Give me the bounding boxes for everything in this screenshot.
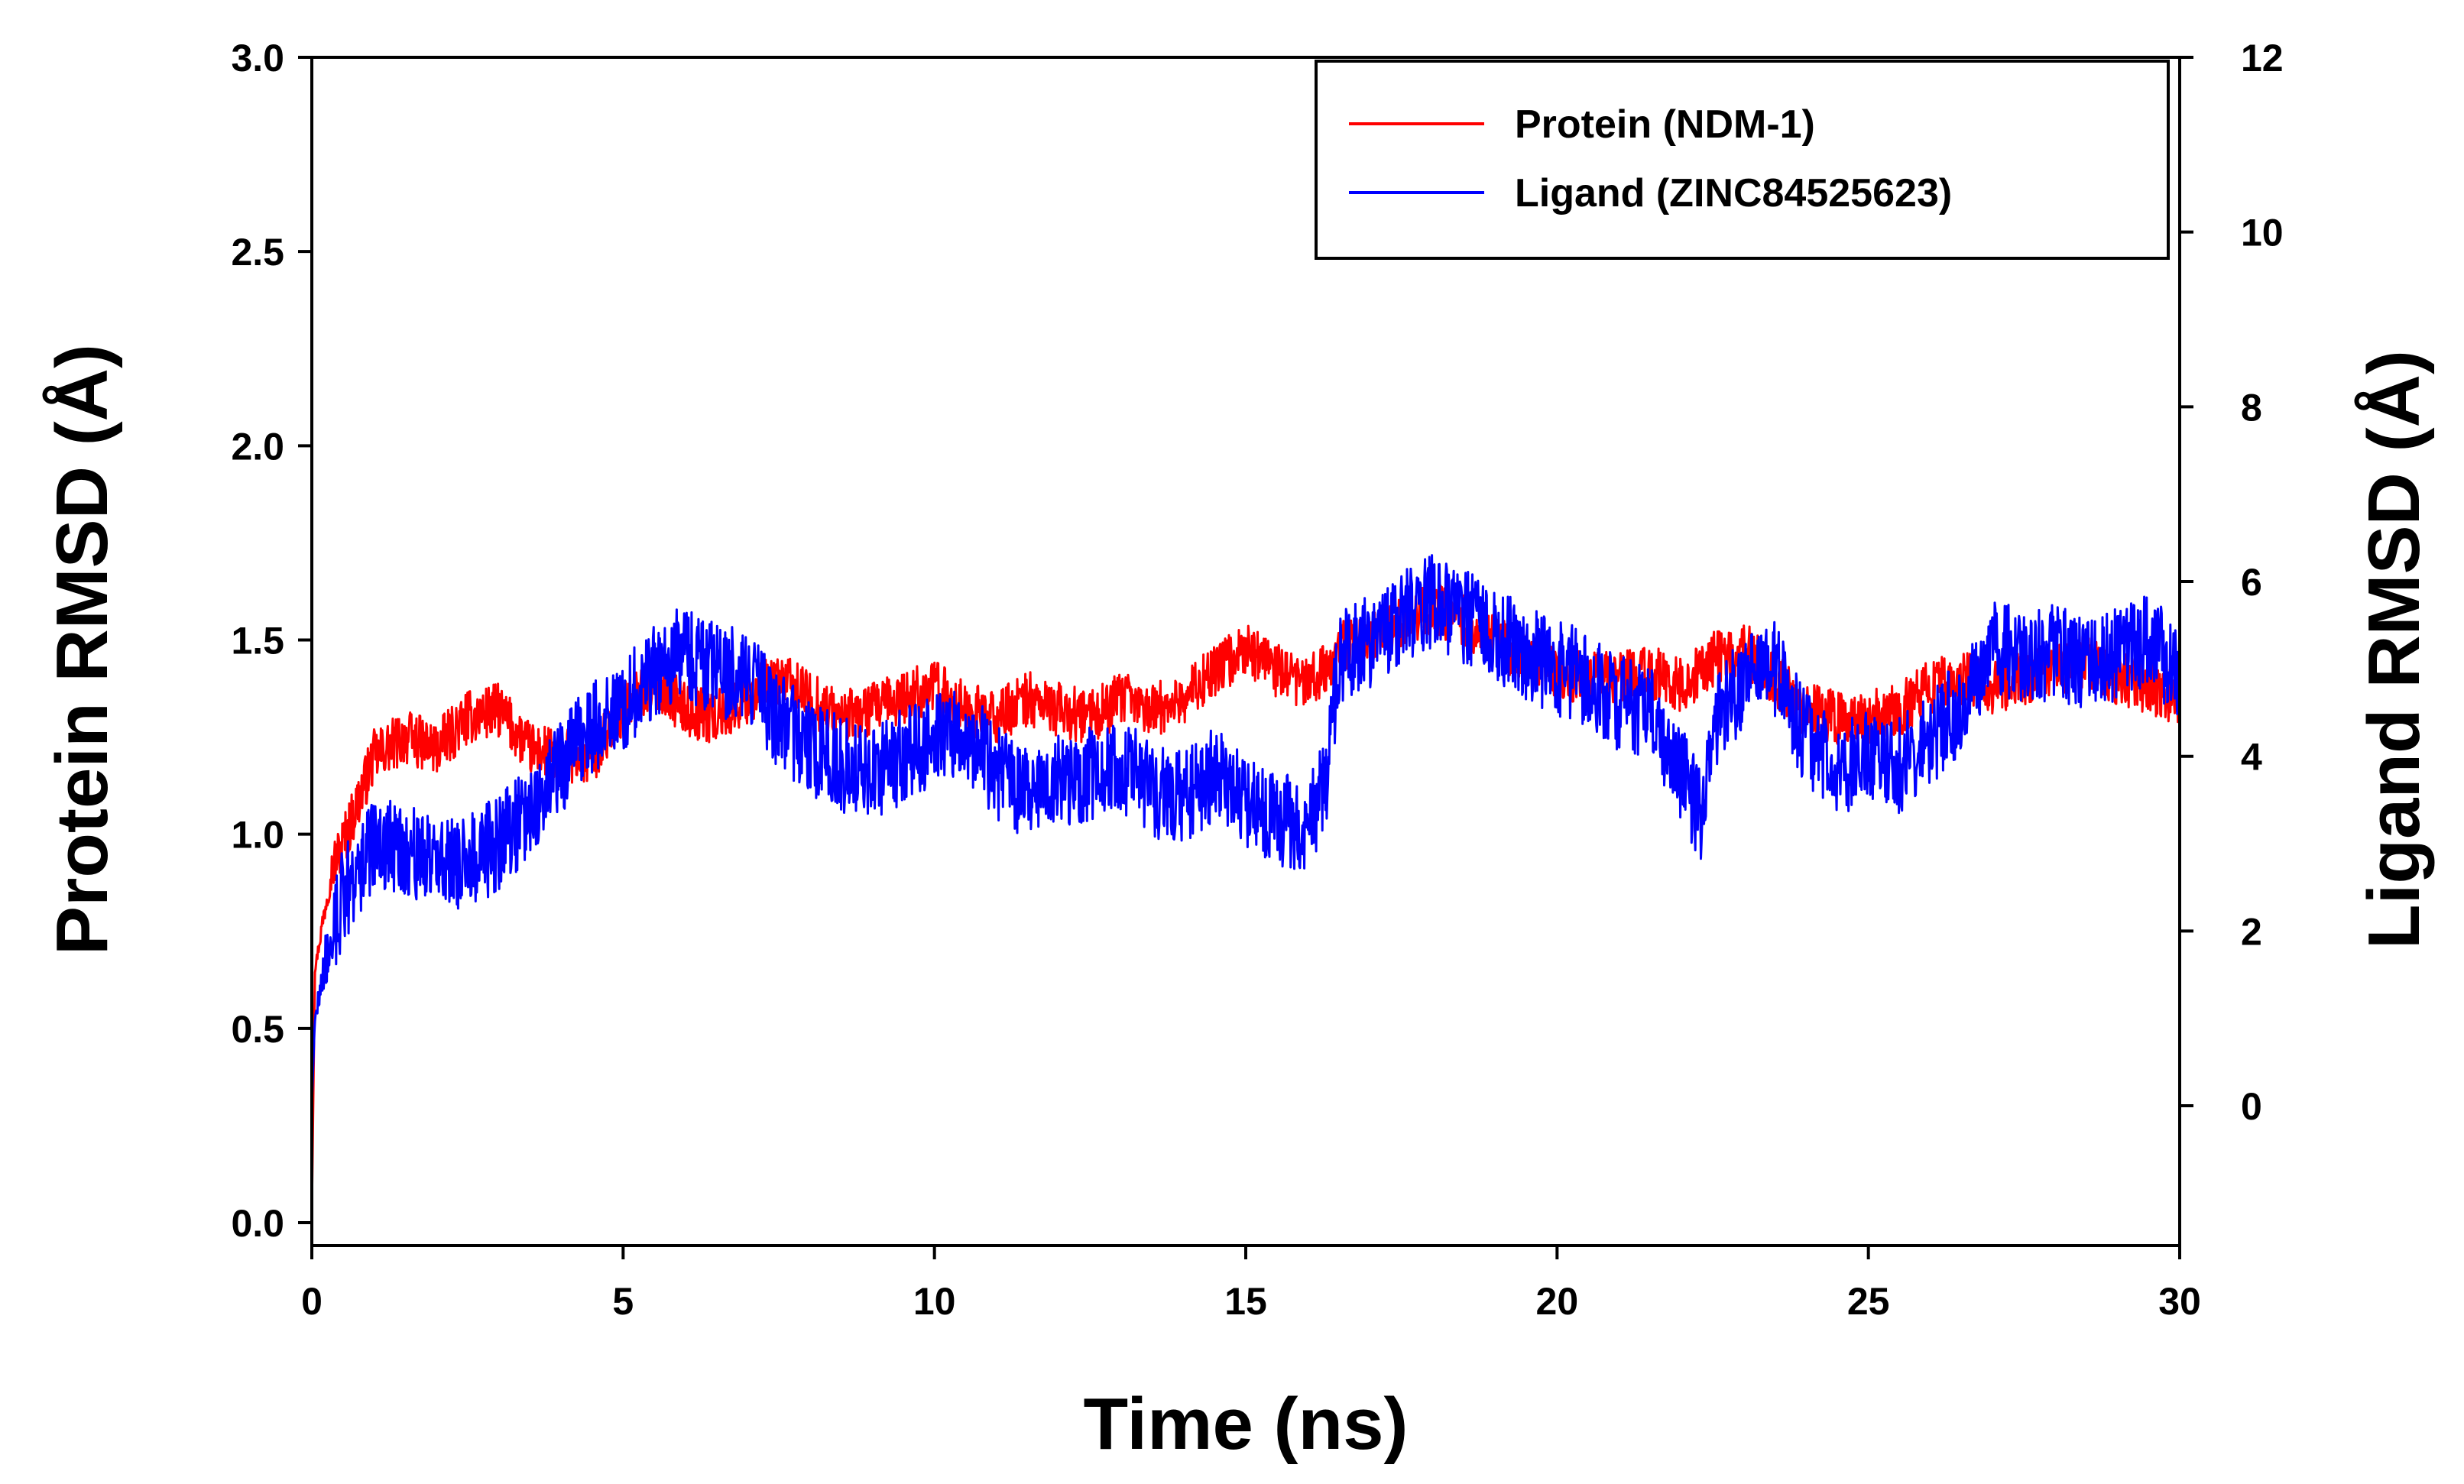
legend-label-protein: Protein (NDM-1) xyxy=(1515,102,1815,147)
x-tick-label: 0 xyxy=(301,1280,323,1323)
x-tick-label: 20 xyxy=(1536,1280,1579,1323)
y-tick-label: 1.0 xyxy=(231,814,284,857)
y2-tick-label: 6 xyxy=(2241,561,2262,604)
x-tick-label: 30 xyxy=(2158,1280,2201,1323)
y-axis-right-ticks: 0 2 4 6 8 10 12 xyxy=(2180,37,2284,1128)
y-axis-left-ticks: 0.0 0.5 1.0 1.5 2.0 2.5 3.0 xyxy=(231,37,312,1245)
series-line-ligand-zinc84525623 xyxy=(310,554,2181,1107)
y2-tick-label: 8 xyxy=(2241,386,2262,429)
x-tick-label: 5 xyxy=(612,1280,634,1323)
x-tick-label: 15 xyxy=(1224,1280,1267,1323)
y2-tick-label: 10 xyxy=(2241,212,2284,254)
y-axis-left-title: Protein RMSD (Å) xyxy=(41,344,123,955)
x-axis-ticks: 0 5 10 15 20 25 30 xyxy=(301,1246,2201,1323)
legend: Protein (NDM-1) Ligand (ZINC84525623) xyxy=(1315,60,2170,260)
y-axis-right-title: Ligand RMSD (Å) xyxy=(2353,350,2435,949)
legend-box xyxy=(1315,60,2170,260)
plot-lines xyxy=(310,554,2181,1215)
x-tick-label: 10 xyxy=(913,1280,956,1323)
y-tick-label: 2.5 xyxy=(231,231,284,274)
x-axis-title: Time (ns) xyxy=(1084,1383,1409,1465)
y2-tick-label: 12 xyxy=(2241,37,2284,79)
y-tick-label: 1.5 xyxy=(231,620,284,663)
y2-tick-label: 2 xyxy=(2241,910,2262,953)
y-tick-label: 0.0 xyxy=(231,1202,284,1245)
y2-tick-label: 0 xyxy=(2241,1085,2262,1128)
y2-tick-label: 4 xyxy=(2241,736,2262,779)
series-line-protein-ndm-1 xyxy=(310,584,2181,1215)
y-tick-label: 2.0 xyxy=(231,425,284,468)
x-tick-label: 25 xyxy=(1847,1280,1890,1323)
y-tick-label: 0.5 xyxy=(231,1008,284,1051)
y-tick-label: 3.0 xyxy=(231,37,284,79)
legend-label-ligand: Ligand (ZINC84525623) xyxy=(1515,171,1952,215)
